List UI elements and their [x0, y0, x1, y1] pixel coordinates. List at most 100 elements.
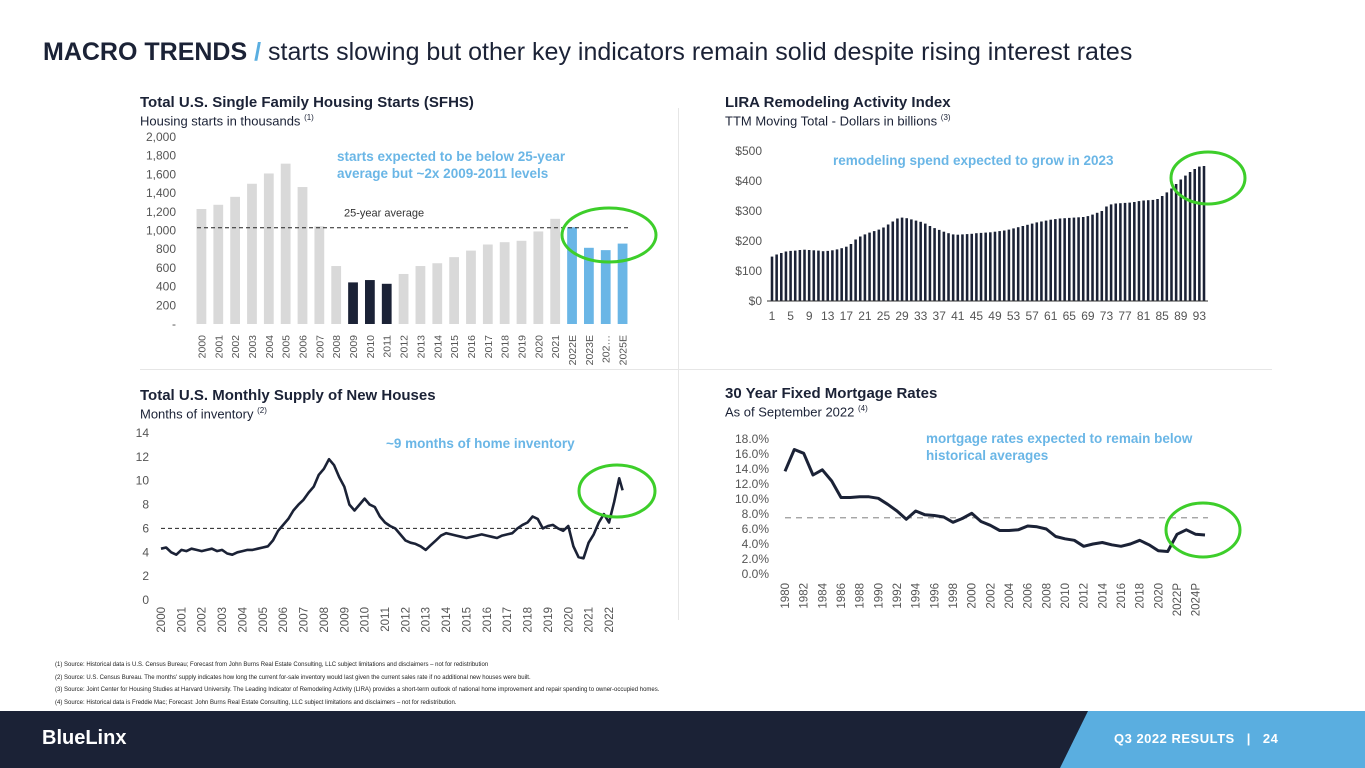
- sfhs-x-tick-label: 2021: [550, 335, 562, 359]
- supply-x-tick-label: 2006: [278, 607, 290, 633]
- sfhs-subtitle-ref: (1): [304, 113, 314, 122]
- lira-y-tick-label: $300: [735, 204, 762, 218]
- lira-bar: [784, 251, 788, 301]
- lira-callout: remodeling spend expected to grow in 202…: [833, 153, 1114, 168]
- supply-y-tick-label: 4: [142, 545, 149, 559]
- lira-x-tick-label: 65: [1063, 309, 1077, 323]
- footer-page-info: Q3 2022 RESULTS | 24: [1114, 731, 1278, 746]
- sfhs-x-tick-label: 2001: [213, 335, 225, 359]
- lira-bar: [1193, 169, 1196, 301]
- lira-bar: [956, 234, 960, 301]
- lira-x-tick-label: 93: [1193, 309, 1207, 323]
- supply-x-tick-label: 2004: [237, 606, 249, 632]
- lira-bar: [1151, 199, 1155, 301]
- mortgage-x-tick-label: 1980: [780, 583, 792, 609]
- lira-x-tick-label: 5: [787, 309, 794, 323]
- sfhs-bar: [466, 250, 476, 324]
- supply-x-tick-label: 2002: [197, 607, 209, 633]
- lira-bar: [807, 250, 811, 301]
- sfhs-x-tick-label: 2022E: [567, 335, 579, 365]
- footer-accent-tab: [1060, 711, 1365, 768]
- lira-bar: [928, 226, 932, 301]
- lira-bar: [1030, 223, 1034, 301]
- lira-bar: [1035, 222, 1039, 301]
- mortgage-highlight-circle: [1164, 501, 1242, 559]
- mortgage-x-tick-label: 1992: [892, 583, 904, 609]
- lira-bar: [924, 223, 927, 301]
- sfhs-y-tick-label: 1,800: [146, 149, 176, 163]
- lira-bar: [770, 256, 774, 301]
- sfhs-bar: [247, 183, 257, 324]
- footer-separator: |: [1246, 731, 1251, 746]
- mortgage-x-tick-label: 2004: [1004, 582, 1016, 608]
- lira-chart-subtitle: TTM Moving Total - Dollars in billions (…: [725, 113, 951, 128]
- sfhs-y-tick-label: 1,000: [146, 224, 176, 238]
- lira-x-tick-label: 29: [895, 309, 909, 323]
- footnote-2: (2) Source: U.S. Census Bureau. The mont…: [55, 674, 531, 681]
- mortgage-y-tick-label: 4.0%: [742, 537, 770, 551]
- lira-bar: [1077, 217, 1080, 301]
- lira-bar: [863, 234, 867, 301]
- sfhs-bar: [196, 208, 207, 324]
- mortgage-x-tick-label: 1986: [836, 583, 848, 609]
- mortgage-x-tick-label: 2024P: [1191, 583, 1203, 617]
- supply-y-tick-label: 10: [136, 474, 150, 488]
- lira-bar: [835, 249, 839, 301]
- supply-y-tick-label: 8: [142, 498, 149, 512]
- lira-bar: [1026, 224, 1029, 301]
- supply-x-tick-label: 2020: [563, 607, 575, 633]
- sfhs-chart-subtitle: Housing starts in thousands (1): [140, 113, 314, 128]
- lira-bar: [872, 231, 876, 301]
- supply-series-line: [160, 457, 624, 560]
- lira-bar: [1063, 218, 1066, 301]
- lira-x-tick-label: 41: [951, 309, 965, 323]
- mortgage-x-tick-label: 1990: [873, 583, 885, 609]
- sfhs-x-tick-label: 2025E: [618, 335, 630, 365]
- page-title-bold: MACRO TRENDS: [43, 38, 248, 66]
- supply-x-tick-label: 2012: [400, 607, 412, 633]
- lira-bar: [1091, 214, 1094, 301]
- lira-bar: [803, 249, 806, 301]
- lira-bar: [1142, 200, 1145, 301]
- sfhs-x-tick-label: 2014: [432, 335, 444, 359]
- mortgage-x-tick-label: 1988: [855, 583, 867, 609]
- lira-bar: [1095, 212, 1099, 301]
- lira-bar: [1114, 203, 1118, 301]
- lira-bar: [831, 250, 834, 301]
- sfhs-y-tick-label: 1,400: [146, 186, 176, 200]
- lira-bar: [877, 229, 881, 301]
- sfhs-bar: [364, 280, 375, 324]
- mortgage-subtitle-text: As of September 2022: [725, 404, 855, 420]
- lira-bar: [989, 232, 992, 301]
- lira-bar: [900, 217, 904, 301]
- lira-chart-title: LIRA Remodeling Activity Index: [725, 94, 951, 111]
- mortgage-x-tick-label: 2002: [985, 583, 997, 609]
- lira-bar: [975, 233, 978, 301]
- lira-bar: [1081, 217, 1085, 301]
- supply-x-tick-label: 2022: [604, 607, 616, 633]
- sfhs-bar: [600, 250, 611, 324]
- supply-chart-subtitle: Months of inventory (2): [140, 406, 267, 421]
- lira-bar: [998, 231, 1001, 301]
- mortgage-x-tick-label: 2018: [1135, 583, 1147, 609]
- lira-bar: [1133, 202, 1136, 301]
- supply-y-tick-label: 12: [136, 450, 150, 464]
- sfhs-x-tick-label: 2009: [348, 335, 360, 359]
- supply-x-tick-label: 2003: [217, 607, 229, 633]
- lira-bar: [845, 246, 848, 301]
- lira-bar: [965, 234, 969, 301]
- page-title: MACRO TRENDS / starts slowing but other …: [43, 38, 1132, 67]
- sfhs-y-tick-label: -: [172, 317, 176, 331]
- supply-x-tick-label: 2005: [258, 607, 270, 633]
- lira-bar: [1165, 192, 1169, 301]
- lira-bar: [1128, 202, 1131, 301]
- lira-bar: [1007, 229, 1011, 301]
- sfhs-bar: [432, 263, 443, 324]
- lira-x-tick-label: 45: [970, 309, 984, 323]
- sfhs-highlight-circle: [560, 206, 658, 264]
- lira-x-tick-label: 57: [1025, 309, 1039, 323]
- sfhs-x-tick-label: 2010: [365, 335, 377, 359]
- lira-bar: [858, 236, 862, 301]
- sfhs-x-tick-label: 2000: [196, 335, 208, 359]
- mortgage-x-tick-label: 2006: [1023, 583, 1035, 609]
